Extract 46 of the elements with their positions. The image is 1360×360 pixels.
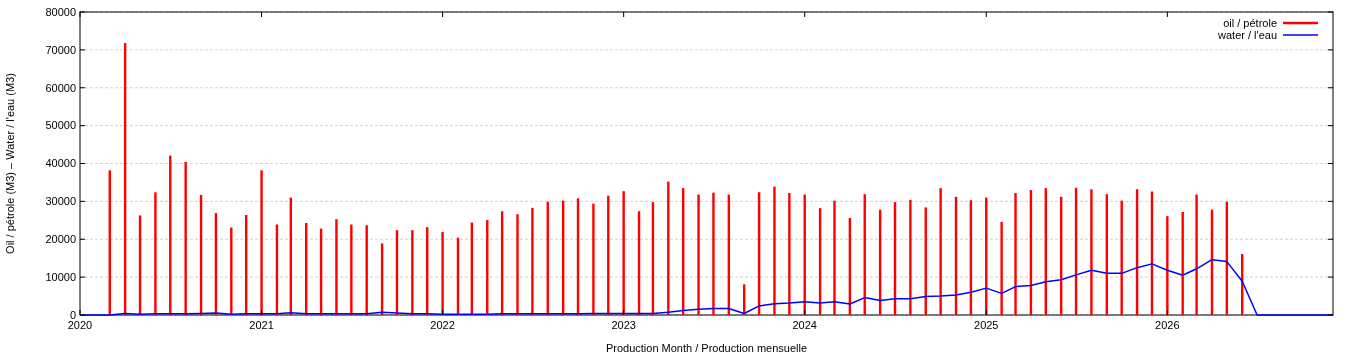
bar: [697, 194, 700, 315]
y-tick-label: 0: [69, 308, 76, 321]
y-tick-label: 40000: [45, 157, 76, 170]
y-tick-label: 60000: [45, 81, 76, 94]
x-axis-title: Production Month / Production mensuelle: [605, 342, 808, 354]
y-tick-label: 30000: [45, 195, 76, 208]
bar: [411, 230, 414, 315]
y-tick-label: 50000: [45, 119, 76, 132]
x-tick-label: 2025: [974, 319, 999, 331]
bar: [1120, 200, 1123, 315]
x-tick-label: 2021: [249, 319, 274, 331]
y-axis-title: Oil / pétrole (M3) – Water / l'eau (M3): [4, 73, 16, 254]
bar: [773, 186, 776, 315]
bar: [909, 199, 912, 315]
bar: [622, 191, 625, 315]
bar: [592, 203, 595, 315]
bar: [184, 161, 187, 315]
bar: [1090, 189, 1093, 315]
bar: [335, 219, 338, 315]
y-tick-label: 80000: [45, 5, 76, 18]
y-tick-label: 10000: [45, 270, 76, 283]
legend-label: oil / pétrole: [1223, 16, 1277, 29]
bar: [1181, 211, 1184, 315]
bar: [1000, 221, 1003, 315]
bar: [1014, 193, 1017, 315]
x-tick-label: 2026: [1155, 319, 1180, 331]
bar: [260, 170, 263, 315]
x-tick-label: 2022: [430, 319, 455, 331]
bar: [667, 181, 670, 315]
bar: [531, 207, 534, 315]
bar: [833, 200, 836, 315]
bar: [350, 224, 353, 315]
bar: [939, 188, 942, 315]
bar: [712, 192, 715, 315]
bar: [516, 214, 519, 315]
bar: [1166, 216, 1169, 315]
bar: [788, 193, 791, 315]
y-tick-label: 20000: [45, 233, 76, 246]
x-tick-label: 2020: [67, 319, 93, 331]
legend-label: water / l'eau: [1217, 28, 1277, 41]
x-tick-label: 2023: [611, 319, 636, 331]
bar: [441, 232, 444, 315]
bar: [1195, 194, 1198, 315]
bar: [154, 192, 157, 315]
y-tick-label: 70000: [45, 43, 76, 56]
x-tick-label: 2024: [792, 319, 817, 331]
